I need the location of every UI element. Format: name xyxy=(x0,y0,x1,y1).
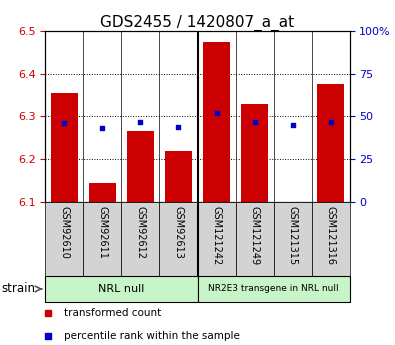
Bar xyxy=(127,131,154,202)
Point xyxy=(251,119,258,124)
Text: GSM92613: GSM92613 xyxy=(173,206,184,258)
Text: GSM92610: GSM92610 xyxy=(59,206,70,258)
Text: transformed count: transformed count xyxy=(64,308,161,318)
Point xyxy=(222,220,228,225)
Point xyxy=(222,16,228,21)
Bar xyxy=(89,183,116,202)
Bar xyxy=(51,93,78,202)
Bar xyxy=(312,202,350,276)
Text: GSM92612: GSM92612 xyxy=(135,206,145,258)
Title: GDS2455 / 1420807_a_at: GDS2455 / 1420807_a_at xyxy=(100,15,295,31)
Text: GSM121316: GSM121316 xyxy=(325,206,336,265)
Point xyxy=(290,122,296,128)
Bar xyxy=(160,202,198,276)
Text: percentile rank within the sample: percentile rank within the sample xyxy=(64,331,239,341)
Text: GSM121315: GSM121315 xyxy=(288,206,297,265)
Text: GSM92611: GSM92611 xyxy=(98,206,107,258)
Text: GSM121242: GSM121242 xyxy=(211,206,222,265)
Bar xyxy=(198,276,350,302)
Bar xyxy=(317,85,344,202)
Bar xyxy=(235,202,274,276)
Bar xyxy=(165,150,192,202)
Bar xyxy=(273,202,312,276)
Text: NRL null: NRL null xyxy=(98,284,145,294)
Bar xyxy=(45,202,83,276)
Point xyxy=(327,119,334,124)
Point xyxy=(137,119,144,124)
Text: strain: strain xyxy=(2,283,36,295)
Bar xyxy=(198,202,235,276)
Bar xyxy=(241,104,268,202)
Point xyxy=(61,120,68,126)
Text: GSM121249: GSM121249 xyxy=(250,206,260,265)
Bar xyxy=(203,42,230,202)
Text: NR2E3 transgene in NRL null: NR2E3 transgene in NRL null xyxy=(208,284,339,294)
Bar xyxy=(83,202,122,276)
Point xyxy=(213,110,220,116)
Point xyxy=(175,124,182,129)
Bar xyxy=(122,202,160,276)
Bar xyxy=(45,276,198,302)
Point xyxy=(99,126,105,131)
